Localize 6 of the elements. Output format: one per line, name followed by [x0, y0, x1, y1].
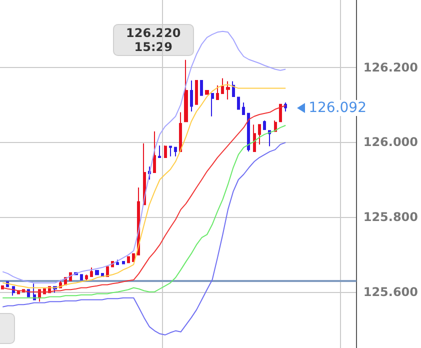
y-tick-label: 126.000 [363, 135, 418, 150]
annotation: 126.092 [308, 100, 368, 116]
y-tick-label: 125.600 [363, 284, 418, 299]
y-tick-label: 125.800 [363, 210, 418, 224]
y-tick-label: 126.200 [363, 60, 418, 74]
annotation: 126.220 15:29 [113, 24, 194, 56]
